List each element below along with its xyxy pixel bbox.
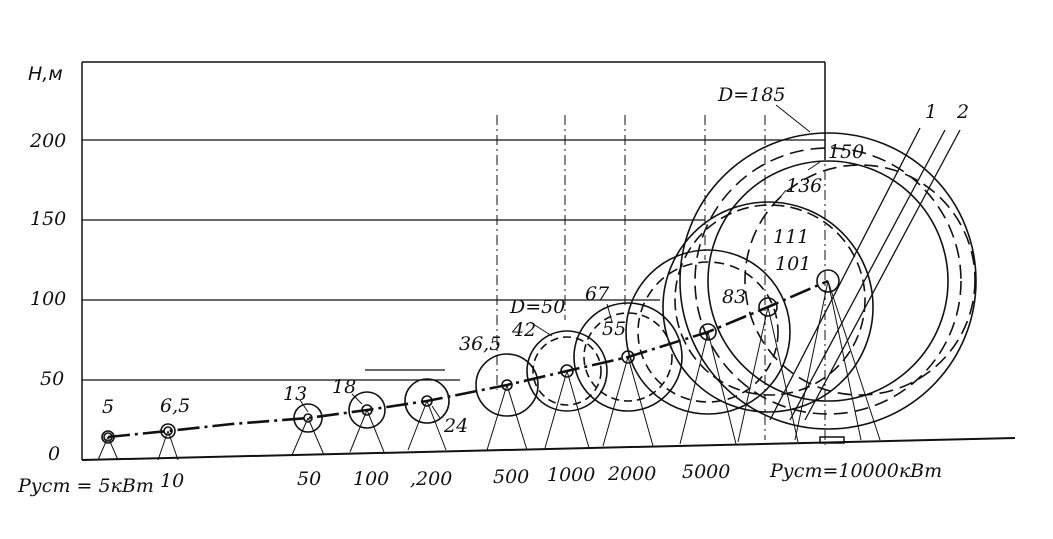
rotor-2000-outer [573,302,683,412]
power-2000: 2000 [607,463,656,485]
rotor-111 [674,204,866,396]
rotor-185-offset [744,164,976,396]
rotor-200 [404,378,450,424]
rotor-5000-outer [625,249,791,415]
y-tick-200: 200 [29,130,66,152]
diam-5: 5 [102,396,114,418]
y-tick-100: 100 [30,288,66,310]
y-tick-0: 0 [48,443,60,465]
diam-55: 55 [602,318,626,340]
y-axis-label: Н,м [28,63,63,85]
ground-line [81,437,1016,461]
diam-111: 111 [773,226,809,248]
diam-67: 67 [585,283,610,305]
diam-6-5: 6,5 [160,395,190,417]
diam-101: 101 [775,253,811,275]
base-block [819,436,845,444]
rotor-1000-inner [532,336,602,406]
rotor-136 [707,160,949,402]
rotor-50 [293,403,323,433]
curve-label-2: 2 [956,101,969,123]
rotor-100 [348,391,386,429]
gridlines [82,139,825,381]
boundary-lines [769,127,961,421]
diam-13: 13 [283,383,307,405]
power-50: 50 [297,468,321,490]
diam-36-5: 36,5 [459,333,501,355]
power-labels: 10 50 100 ,200 500 1000 2000 5000 [160,461,730,492]
rotor-10 [160,423,176,439]
power-500: 500 [493,466,529,488]
hubs [103,269,840,442]
y-tick-150: 150 [30,208,66,230]
growth-curve [107,279,829,439]
diam-42: 42 [511,319,536,341]
rotor-1000-outer [526,330,608,412]
power-100: 100 [353,468,389,490]
diam-18: 18 [332,376,356,398]
p-min-label: Руст = 5кВт [17,475,154,497]
rotor-185 [679,132,977,430]
rotor-5000-inner [637,261,779,403]
leader-lines [299,104,821,419]
power-1000: 1000 [547,464,595,486]
p-max-label: Руст=10000кВт [769,460,942,482]
diam-150: 150 [828,141,864,163]
diam-136: 136 [786,175,822,197]
power-10: 10 [160,470,184,492]
diam-185: D=185 [717,84,785,106]
diam-83: 83 [722,286,746,308]
rotor-500 [475,353,539,417]
diam-d50: D=50 [509,296,565,318]
diam-24: 24 [443,415,468,437]
power-200: ,200 [410,468,452,490]
rotor-5 [101,430,115,444]
diameter-labels: 5 6,5 13 18 24 36,5 42 D=50 55 67 83 101… [102,84,864,437]
power-5000: 5000 [682,461,730,483]
rotor-circles [101,132,977,444]
rotor-101 [662,201,874,413]
tower-legs [97,280,881,461]
y-tick-50: 50 [40,368,64,390]
rotor-150 [694,147,962,415]
rotor-2000-inner [583,312,673,402]
frame [81,61,826,460]
curve-label-1: 1 [925,101,937,123]
